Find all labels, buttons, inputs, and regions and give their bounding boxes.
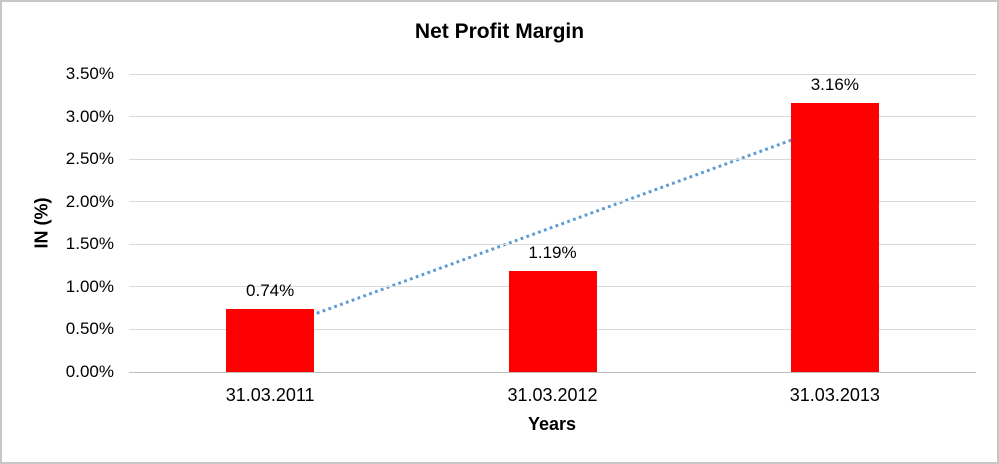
gridline: [129, 201, 976, 203]
y-tick-label: 1.50%: [65, 234, 114, 254]
x-axis-line: [129, 371, 976, 373]
y-tick-label: 3.00%: [65, 106, 114, 126]
y-tick-label: 3.50%: [65, 64, 114, 83]
x-tick-label: 31.03.2011: [225, 385, 315, 405]
bar-31.03.2012: [508, 270, 597, 372]
chart-title: Net Profit Margin: [414, 20, 585, 43]
y-tick-label: 0.00%: [65, 362, 114, 381]
x-tick-label: 31.03.2013: [789, 385, 880, 405]
y-tick-label: 0.50%: [65, 319, 114, 339]
y-tick-label: 2.50%: [65, 149, 114, 169]
x-tick-label: 31.03.2012: [507, 385, 598, 405]
y-tick-label: 2.00%: [65, 191, 114, 211]
data-label: 0.74%: [246, 280, 295, 300]
data-label: 1.19%: [528, 242, 577, 262]
bar-31.03.2011: [226, 309, 315, 372]
data-label: 3.16%: [810, 74, 859, 94]
plot-area: 0.74% 1.19% 3.16%: [129, 73, 976, 373]
bar-31.03.2013: [790, 102, 879, 372]
y-tick-label: 1.00%: [65, 276, 114, 296]
gridline: [129, 158, 976, 160]
gridline: [129, 243, 976, 245]
x-axis-title: Years: [527, 414, 577, 434]
gridline: [129, 73, 976, 75]
gridline: [129, 116, 976, 118]
